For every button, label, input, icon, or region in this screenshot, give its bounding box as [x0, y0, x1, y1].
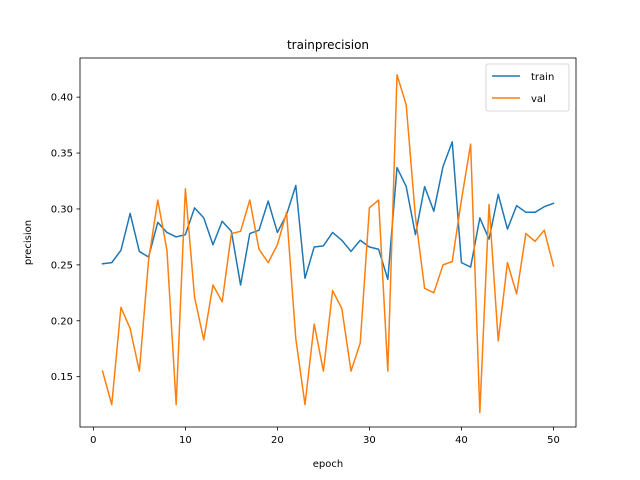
x-tick-label: 20	[271, 435, 284, 446]
x-tick-label: 40	[455, 435, 468, 446]
y-axis-ticks: 0.15 0.20 0.25 0.30 0.35 0.40	[51, 93, 80, 383]
legend-box	[485, 63, 570, 112]
x-axis-ticks: 0 10 20 30 40 50	[90, 427, 560, 446]
legend-label-train: train	[531, 72, 554, 83]
legend-label-val: val	[531, 94, 546, 105]
y-tick-label: 0.40	[51, 93, 73, 104]
plot-frame	[79, 57, 577, 428]
y-tick-label: 0.15	[51, 372, 73, 383]
series-line-train	[101, 141, 555, 286]
y-tick-label: 0.25	[51, 260, 73, 271]
chart-title: trainprecision	[287, 38, 369, 52]
y-tick-label: 0.20	[51, 316, 73, 327]
x-tick-label: 50	[547, 435, 560, 446]
x-tick-label: 30	[363, 435, 376, 446]
plot-lines	[101, 74, 555, 414]
series-line-val	[101, 74, 555, 414]
x-tick-label: 0	[90, 435, 96, 446]
y-tick-label: 0.30	[51, 204, 73, 215]
y-tick-label: 0.35	[51, 149, 73, 160]
x-axis-label: epoch	[313, 459, 343, 470]
x-tick-label: 10	[179, 435, 192, 446]
legend: train val	[485, 63, 570, 112]
y-axis-label: precision	[23, 220, 34, 265]
